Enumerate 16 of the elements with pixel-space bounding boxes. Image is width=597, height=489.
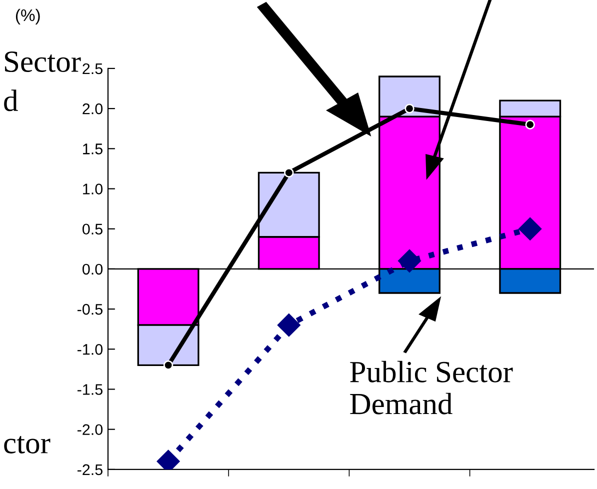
y-tick-label: 1.5	[83, 144, 102, 154]
y-tick-label: 2.0	[82, 103, 103, 114]
y-tick-label: 0.5	[82, 224, 102, 235]
y-tick-label: -1.5	[77, 384, 102, 395]
y-tick-label: -2.0	[77, 424, 103, 436]
y-tick-label: -1.0	[77, 344, 103, 355]
y-tick-label: 1.0	[83, 184, 103, 194]
text: (%)	[16, 8, 40, 24]
text: Sector	[5, 52, 81, 72]
text: ctor	[4, 436, 50, 454]
text: d	[4, 90, 18, 112]
y-tick-label: 0.0	[82, 264, 103, 275]
y-tick-label: 2.5	[82, 63, 102, 74]
y-tick-label: -2.5	[77, 464, 102, 476]
y-tick-label: -0.5	[77, 304, 102, 315]
annotation: Public Sector Demand	[350, 360, 513, 414]
